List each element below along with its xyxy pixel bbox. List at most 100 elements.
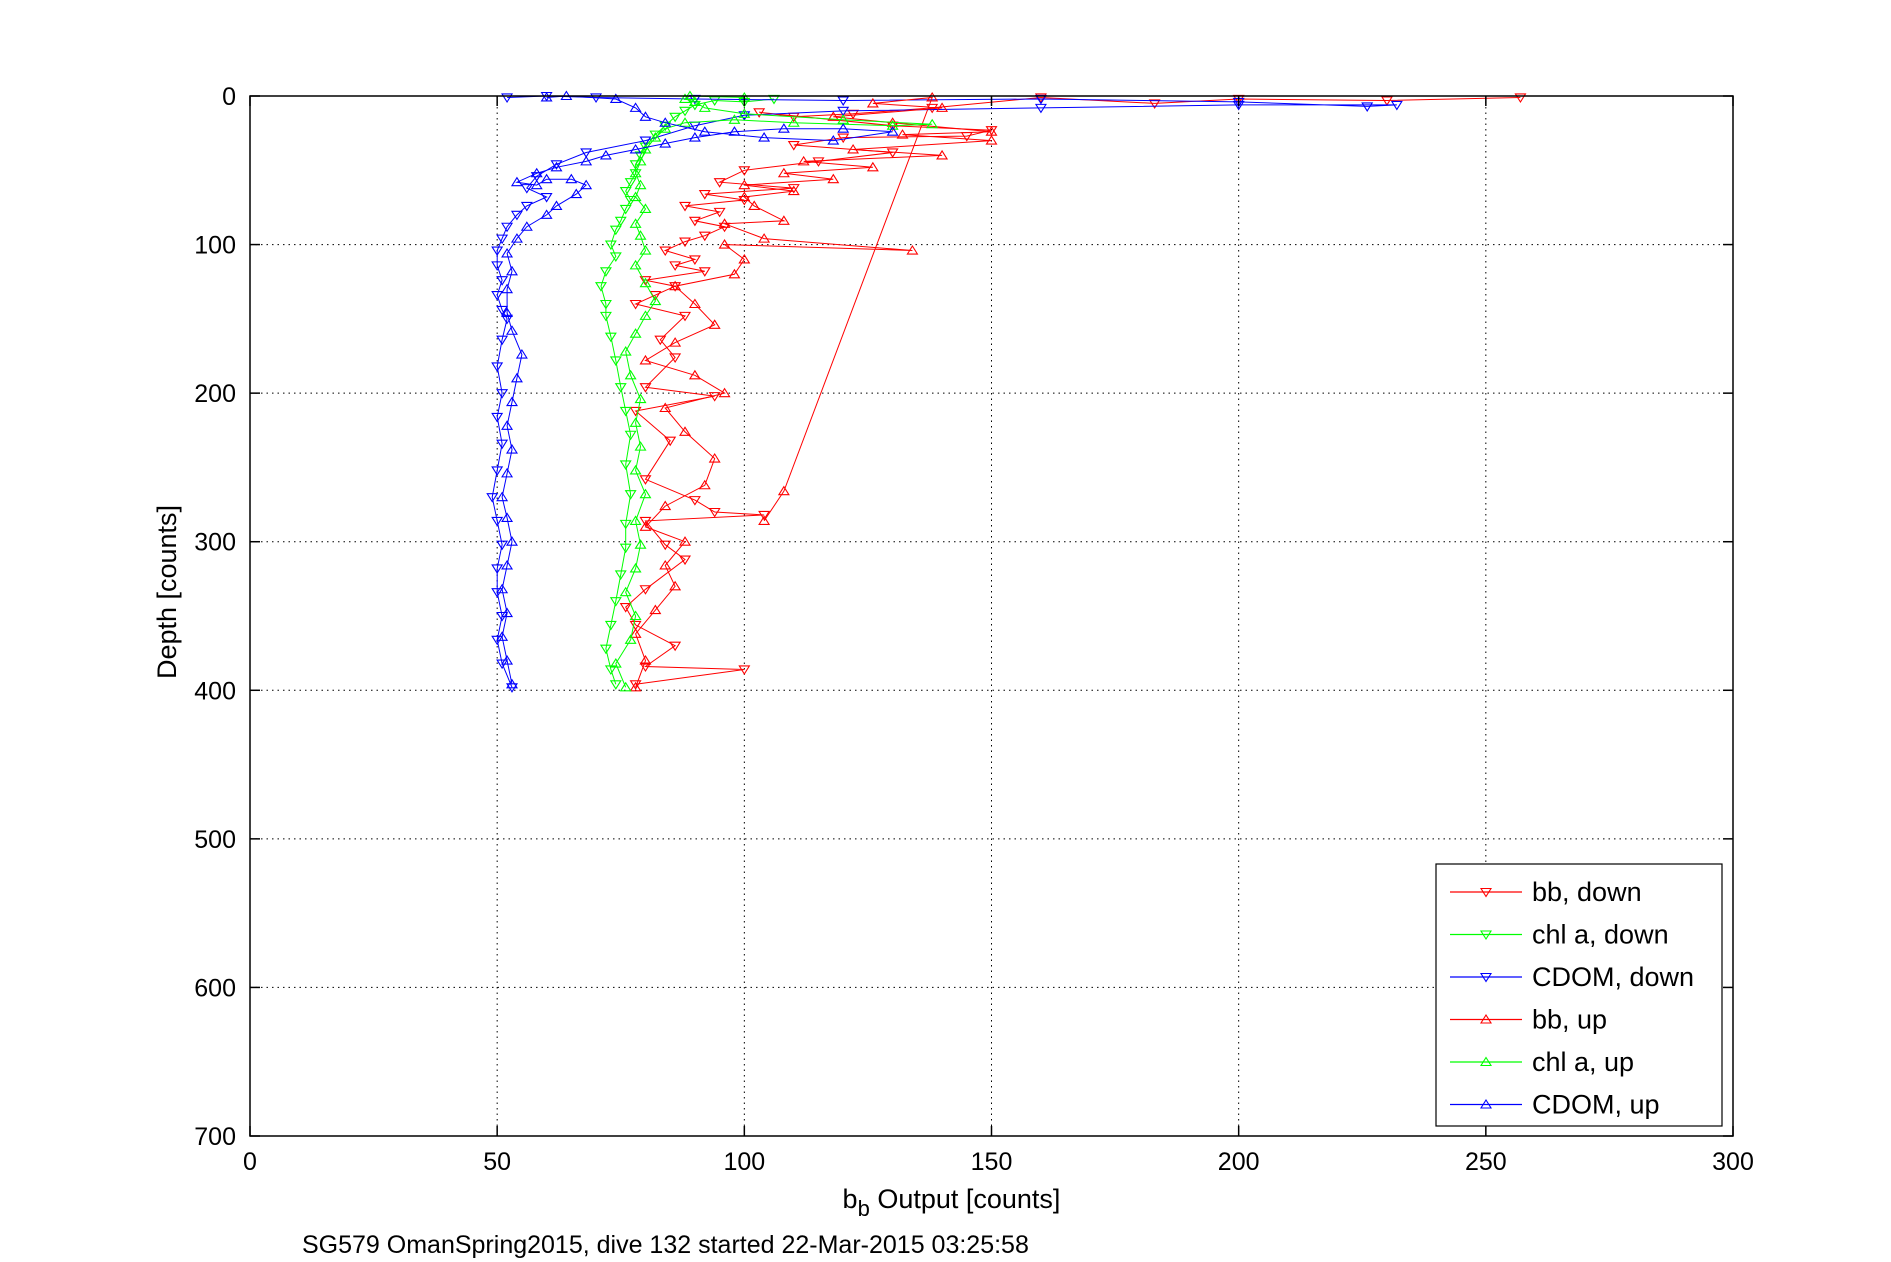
- data-point: [609, 680, 622, 690]
- data-point: [738, 191, 751, 202]
- data-point: [1361, 102, 1374, 112]
- data-point: [728, 114, 741, 124]
- legend-swatch-marker: [1480, 1056, 1492, 1067]
- data-point: [649, 132, 662, 142]
- data-point: [936, 102, 949, 112]
- data-point: [738, 253, 751, 264]
- data-point: [669, 641, 682, 652]
- legend-swatch-marker: [1480, 887, 1492, 898]
- data-point: [491, 516, 504, 527]
- data-point: [639, 310, 652, 320]
- data-point: [708, 319, 721, 329]
- data-point: [619, 543, 632, 554]
- x-tick-label: 100: [723, 1148, 765, 1176]
- data-point: [496, 491, 509, 502]
- data-point: [758, 132, 771, 142]
- data-point: [639, 277, 652, 288]
- data-point: [619, 519, 632, 530]
- data-point: [634, 155, 647, 166]
- data-point: [639, 585, 652, 595]
- x-tick-label: 50: [483, 1148, 511, 1176]
- x-axis-label: bb Output [counts]: [843, 1184, 1061, 1221]
- data-point: [659, 559, 672, 570]
- data-point: [614, 383, 627, 393]
- data-point: [515, 348, 528, 359]
- data-point: [1514, 93, 1527, 104]
- data-point: [496, 305, 509, 316]
- legend-swatch-marker: [1480, 1098, 1492, 1109]
- data-point: [496, 439, 509, 450]
- data-point: [634, 539, 647, 549]
- legend-label: CDOM, down: [1532, 962, 1694, 992]
- y-tick-label: 100: [194, 232, 236, 260]
- data-point: [664, 436, 677, 447]
- data-point: [679, 536, 692, 546]
- data-point: [1034, 93, 1047, 104]
- data-point: [639, 276, 652, 286]
- data-point: [669, 280, 682, 291]
- data-point: [565, 173, 578, 184]
- legend-entry: chl a, up: [1450, 1047, 1634, 1077]
- data-point: [659, 123, 672, 133]
- data-point: [619, 406, 632, 417]
- data-point: [540, 173, 553, 184]
- y-tick-label: 500: [194, 826, 236, 854]
- data-point: [520, 201, 533, 212]
- data-point: [649, 604, 662, 615]
- data-point: [847, 143, 860, 154]
- data-point: [639, 244, 652, 255]
- data-point: [866, 97, 879, 108]
- data-point: [496, 389, 509, 399]
- data-point: [688, 255, 701, 265]
- data-point: [669, 261, 682, 271]
- data-point: [639, 143, 652, 154]
- data-point: [797, 155, 810, 166]
- data-point: [738, 108, 751, 118]
- figure-caption: SG579 OmanSpring2015, dive 132 started 2…: [302, 1231, 1029, 1259]
- data-point: [501, 247, 514, 258]
- data-point: [540, 209, 553, 219]
- data-point: [506, 265, 518, 276]
- y-tick-label: 300: [194, 529, 236, 557]
- data-point: [985, 135, 998, 145]
- data-point: [501, 655, 514, 665]
- legend-box: [1435, 863, 1723, 1127]
- data-point: [619, 681, 632, 692]
- data-point: [827, 173, 840, 184]
- data-point: [669, 112, 682, 123]
- data-point: [491, 291, 504, 301]
- data-point: [496, 234, 509, 245]
- data-point: [679, 93, 692, 104]
- data-point: [506, 536, 518, 546]
- data-point: [629, 259, 642, 270]
- legend-label: chl a, down: [1532, 920, 1669, 950]
- data-point: [886, 148, 899, 158]
- data-point: [609, 356, 622, 366]
- data-point: [619, 187, 632, 197]
- data-point: [886, 120, 899, 130]
- data-point: [540, 192, 553, 203]
- legend-entry: bb, down: [1450, 877, 1642, 907]
- data-point: [698, 479, 711, 490]
- data-point: [718, 218, 731, 228]
- data-point: [1390, 100, 1403, 111]
- data-point: [570, 188, 583, 199]
- data-point: [580, 155, 593, 166]
- data-point: [520, 221, 533, 231]
- data-point: [491, 246, 504, 257]
- legend: bb, down chl a, down CDOM, down bb, up chl a…: [1435, 863, 1723, 1127]
- data-point: [654, 335, 667, 346]
- y-tick-label: 400: [194, 677, 236, 705]
- data-point: [550, 200, 563, 210]
- data-point: [629, 680, 642, 690]
- data-point: [708, 507, 721, 518]
- data-point: [501, 467, 514, 478]
- y-tick-label: 200: [194, 380, 236, 408]
- data-point: [614, 216, 627, 227]
- x-tick-label: 150: [971, 1148, 1013, 1176]
- data-point: [728, 126, 741, 136]
- data-point: [738, 179, 751, 190]
- y-tick-label: 700: [194, 1123, 236, 1151]
- series-line: [615, 95, 933, 688]
- data-point: [624, 634, 637, 644]
